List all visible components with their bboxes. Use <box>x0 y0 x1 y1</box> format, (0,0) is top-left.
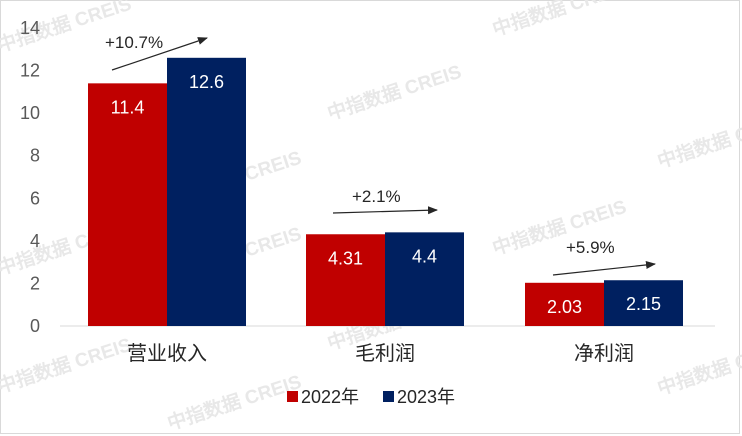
x-tick-label: 净利润 <box>574 342 634 365</box>
bar-2022年-净利润 <box>525 282 604 326</box>
data-label: 2.15 <box>626 294 661 314</box>
bar-2022年-营业收入 <box>88 83 167 326</box>
watermark-text: 中指数据 CREIS <box>654 108 742 173</box>
data-label: 4.4 <box>412 246 437 266</box>
bar-2022年-毛利润 <box>306 234 385 326</box>
data-label: 12.6 <box>189 72 224 92</box>
growth-annotation-label: +2.1% <box>352 187 401 206</box>
legend-swatch <box>383 391 394 402</box>
bar-2023年-毛利润 <box>385 232 464 326</box>
data-label: 11.4 <box>111 97 145 117</box>
y-tick-label: 10 <box>20 103 40 123</box>
watermark-text: 中指数据 CREIS <box>164 370 304 435</box>
y-tick-label: 14 <box>20 18 40 38</box>
y-tick-label: 0 <box>30 316 40 336</box>
y-tick-label: 12 <box>20 61 40 81</box>
y-tick-label: 8 <box>30 146 40 166</box>
bars: 11.4 12.6 4.31 4.4 2.03 2.15 <box>88 57 683 327</box>
y-tick-label: 6 <box>30 188 40 208</box>
watermark-text: 中指数据 CREIS <box>0 333 134 398</box>
x-tick-label: 毛利润 <box>355 342 415 365</box>
data-label: 2.03 <box>547 297 582 317</box>
watermark-text: 中指数据 CREIS <box>654 335 742 400</box>
legend-label: 2022年 <box>301 387 359 407</box>
growth-annotation-label: +5.9% <box>566 238 615 257</box>
legend: 2022年 2023年 <box>287 387 455 407</box>
bar-2023年-净利润 <box>604 280 683 326</box>
x-tick-label: 营业收入 <box>127 342 207 365</box>
legend-label: 2023年 <box>397 387 455 407</box>
y-tick-label: 2 <box>30 273 40 293</box>
growth-arrow <box>332 206 438 215</box>
growth-arrow <box>111 37 208 71</box>
legend-swatch <box>287 391 298 402</box>
watermark-text: 中指数据 CREIS <box>489 0 629 41</box>
x-axis-labels: 营业收入 毛利润 净利润 <box>127 342 634 365</box>
data-label: 4.31 <box>328 248 363 268</box>
watermark-text: 中指数据 CREIS <box>324 60 464 125</box>
growth-annotations: +10.7% +2.1% +5.9% <box>105 33 656 276</box>
bar-2023年-营业收入 <box>167 57 246 327</box>
growth-annotation-label: +10.7% <box>105 33 163 52</box>
growth-arrow <box>552 260 656 276</box>
y-tick-label: 4 <box>30 231 40 251</box>
